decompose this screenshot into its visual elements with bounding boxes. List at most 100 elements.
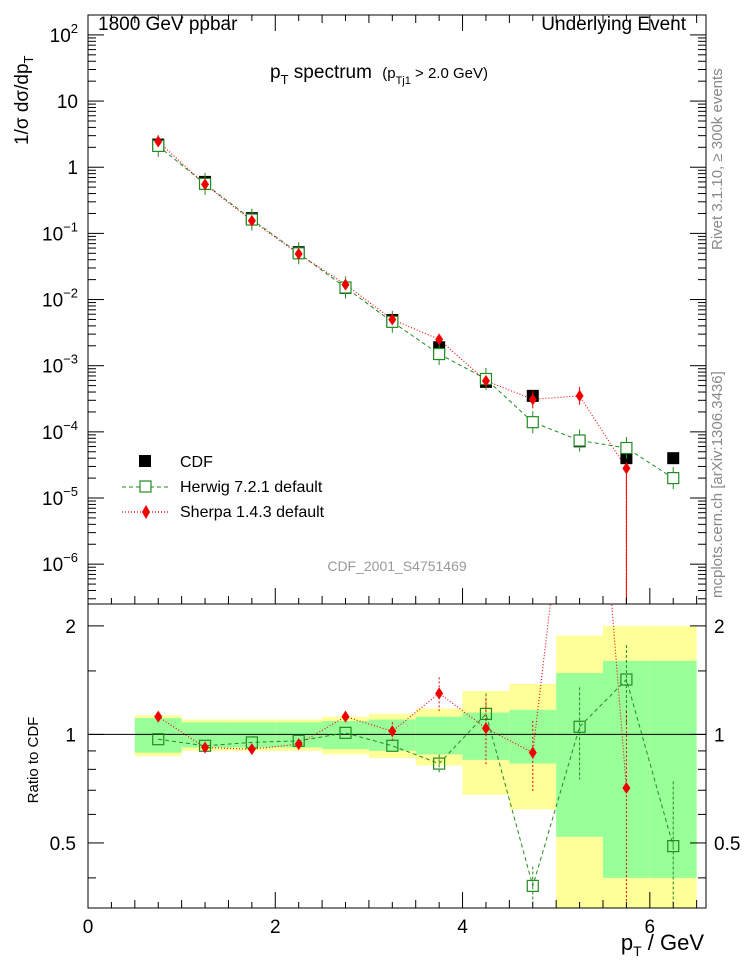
ratio-band-inner bbox=[134, 718, 182, 753]
main-y-tick-base: 10 bbox=[50, 26, 71, 47]
main-y-tick-exp: −2 bbox=[63, 286, 78, 301]
herwig-ratio-line bbox=[158, 678, 674, 888]
legend-sherpa-label: Sherpa 1.4.3 default bbox=[180, 504, 325, 521]
header-right: Underlying Event bbox=[541, 14, 686, 35]
ratio-y-tick-label-right: 0.5 bbox=[714, 834, 740, 855]
herwig-ratio-point bbox=[620, 673, 633, 686]
legend-cdf-label: CDF bbox=[180, 454, 213, 471]
main-y-tick-exp: −4 bbox=[63, 418, 78, 433]
main-y-tick-base: 10 bbox=[42, 423, 63, 444]
ratio-y-axis-label: Ratio to CDF bbox=[25, 717, 42, 804]
x-axis-label: pT / GeV bbox=[621, 930, 704, 959]
main-title-lead: p bbox=[270, 62, 281, 83]
sherpa-ratio-point bbox=[201, 741, 210, 754]
main-y-tick-exp: −3 bbox=[63, 352, 78, 367]
sherpa-point bbox=[388, 313, 397, 326]
mcplots-label: mcplots.cern.ch [arXiv:1306.3436] bbox=[709, 371, 726, 598]
main-y-tick-label: 10−2 bbox=[42, 286, 78, 312]
herwig-ratio-point bbox=[152, 733, 165, 746]
sherpa-point bbox=[575, 389, 584, 402]
herwig-point bbox=[573, 434, 586, 447]
y-axis-label-lead: 1/σ dσ/dp bbox=[12, 63, 33, 145]
analysis-id: CDF_2001_S4751469 bbox=[327, 558, 467, 574]
main-title-rest: spectrum bbox=[289, 62, 372, 83]
main-y-tick-base: 10 bbox=[42, 555, 63, 576]
ratio-y-tick-label-right: 2 bbox=[714, 617, 725, 638]
legend: CDF Herwig 7.2.1 default Sherpa 1.4.3 de… bbox=[122, 454, 325, 521]
sherpa-ratio-point bbox=[481, 722, 490, 735]
cut-open: (p bbox=[382, 65, 395, 82]
sherpa-ratio-line bbox=[157, 604, 627, 789]
ratio-y-tick-label: 0.5 bbox=[50, 834, 76, 855]
main-y-tick-exp: 2 bbox=[71, 21, 78, 36]
main-y-tick-label: 10−6 bbox=[42, 550, 78, 576]
sherpa-ratio-point bbox=[435, 687, 444, 700]
main-y-tick-label: 10−4 bbox=[42, 418, 78, 444]
ratio-frame bbox=[87, 603, 707, 909]
x-tick-label: 6 bbox=[645, 917, 656, 938]
main-y-tick-base: 10 bbox=[42, 489, 63, 510]
herwig-ratio-point bbox=[433, 757, 446, 770]
main-y-tick-base: 1 bbox=[67, 158, 78, 179]
sherpa-ratio-point bbox=[247, 743, 256, 756]
legend-cdf-marker bbox=[139, 455, 151, 467]
sherpa-ratio-point bbox=[388, 725, 397, 738]
sherpa-point bbox=[341, 278, 350, 291]
sherpa-point bbox=[247, 214, 256, 227]
main-y-tick-base: 10 bbox=[57, 92, 78, 113]
x-tick-label: 0 bbox=[83, 917, 94, 938]
main-y-tick-base: 10 bbox=[42, 357, 63, 378]
main-title-sub: T bbox=[281, 72, 289, 87]
main-y-tick-label: 10−1 bbox=[42, 219, 78, 245]
y-axis-label: 1/σ dσ/dpT bbox=[12, 55, 36, 145]
sherpa-point bbox=[294, 247, 303, 260]
herwig-ratio-point bbox=[526, 879, 539, 893]
sherpa-ratio-point bbox=[154, 710, 163, 723]
cut-close: > 2.0 GeV) bbox=[411, 65, 488, 82]
main-y-tick-label: 10 bbox=[57, 92, 78, 113]
sherpa-ratio-point bbox=[341, 710, 350, 723]
ratio-y-tick-label-right: 1 bbox=[714, 725, 725, 746]
herwig-ratio-point bbox=[573, 720, 586, 733]
herwig-ratio-point bbox=[339, 726, 352, 739]
header-left: 1800 GeV ppbar bbox=[98, 14, 238, 35]
sherpa-point bbox=[481, 374, 490, 387]
herwig-point bbox=[526, 416, 539, 429]
sherpa-point bbox=[528, 393, 537, 406]
main-y-tick-label: 1 bbox=[67, 158, 78, 179]
herwig-ratio-point bbox=[667, 840, 680, 853]
sherpa-line bbox=[157, 141, 627, 604]
ratio-band-inner bbox=[322, 720, 369, 750]
ratio-y-tick-label: 2 bbox=[65, 617, 76, 638]
main-y-tick-base: 10 bbox=[42, 224, 63, 245]
sherpa-point bbox=[154, 135, 163, 148]
main-y-tick-exp: −6 bbox=[63, 550, 78, 565]
sherpa-ratio-point bbox=[622, 782, 631, 795]
ratio-y-tick-label: 1 bbox=[65, 725, 76, 746]
herwig-point bbox=[620, 441, 633, 455]
herwig-point bbox=[667, 471, 680, 485]
legend-sherpa-marker bbox=[142, 505, 150, 519]
main-y-tick-exp: −5 bbox=[63, 484, 78, 499]
sherpa-point bbox=[435, 333, 444, 346]
main-y-tick-label: 10−3 bbox=[42, 352, 78, 378]
sherpa-point bbox=[622, 462, 631, 475]
x-tick-label: 2 bbox=[270, 917, 281, 938]
main-panel-marks bbox=[152, 134, 680, 604]
main-y-tick-exp: −1 bbox=[63, 219, 78, 234]
herwig-point bbox=[433, 347, 446, 361]
cut-sub: Tj1 bbox=[396, 75, 411, 87]
herwig-line bbox=[157, 145, 674, 479]
rivet-label: Rivet 3.1.10, ≥ 300k events bbox=[709, 68, 726, 250]
main-y-tick-base: 10 bbox=[42, 291, 63, 312]
x-axis-label-rest: / GeV bbox=[642, 930, 705, 955]
main-y-tick-label: 10−5 bbox=[42, 484, 78, 510]
main-y-tick-label: 102 bbox=[50, 21, 78, 47]
main-title: pT spectrum (pTj1 > 2.0 GeV) bbox=[270, 62, 488, 87]
legend-herwig-marker bbox=[139, 480, 152, 493]
ratio-panel bbox=[88, 604, 706, 908]
x-axis-label-lead: p bbox=[621, 930, 633, 955]
x-axis-label-sub: T bbox=[633, 943, 642, 959]
y-axis-label-sub: T bbox=[21, 55, 36, 63]
x-tick-label: 4 bbox=[457, 917, 468, 938]
